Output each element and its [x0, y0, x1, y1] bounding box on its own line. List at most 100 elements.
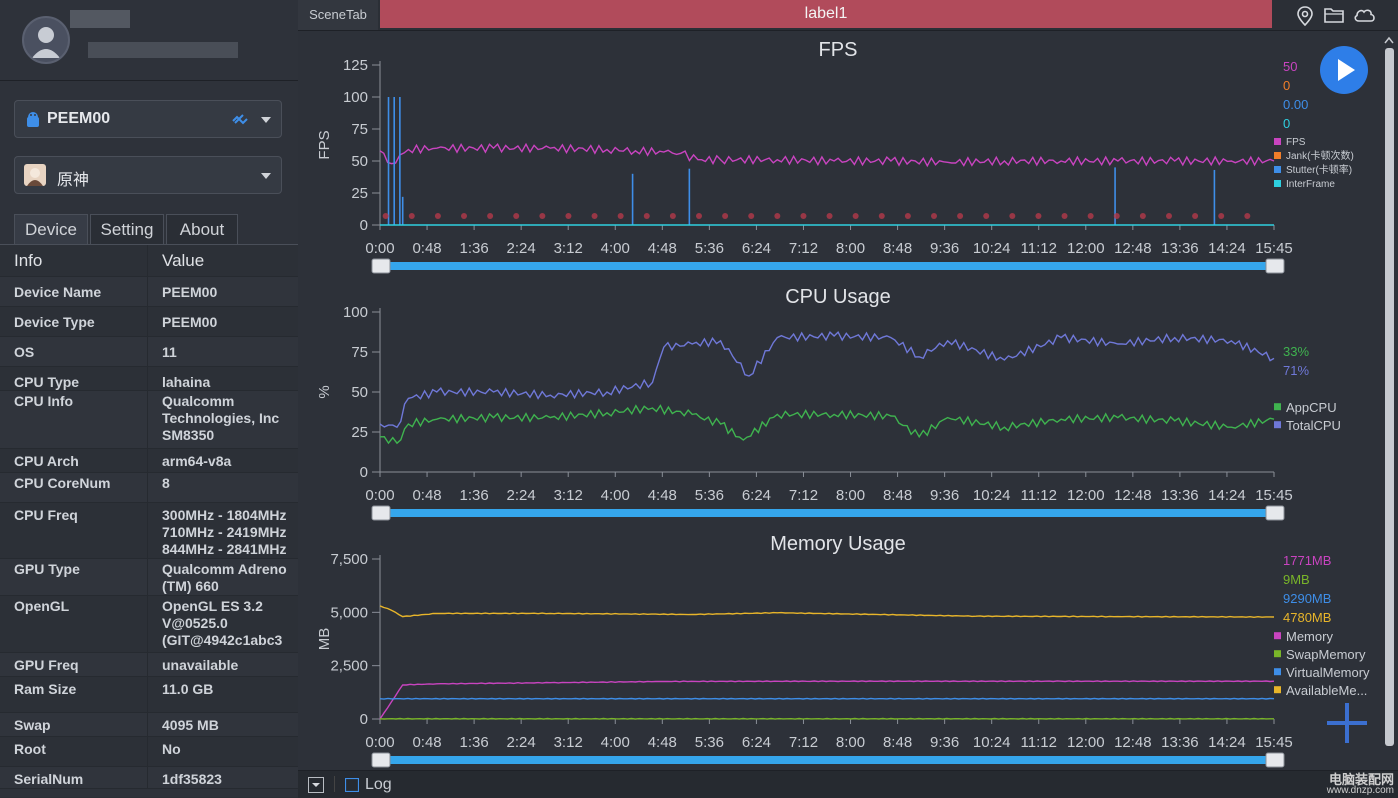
x-tick-label: 7:12	[789, 240, 818, 257]
y-tick-label: 75	[351, 344, 368, 361]
x-tick-label: 3:12	[554, 240, 583, 257]
cloud-icon[interactable]	[1353, 6, 1377, 24]
table-row: CPU Freq 300MHz - 1804MHz 710MHz - 2419MH…	[0, 502, 298, 559]
x-tick-label: 13:36	[1161, 487, 1199, 504]
table-row: Root No	[0, 736, 298, 767]
range-slider-handle[interactable]	[371, 505, 391, 521]
legend-label: VirtualMemory	[1286, 665, 1370, 680]
x-tick-label: 12:48	[1114, 734, 1152, 751]
x-tick-label: 0:48	[412, 734, 441, 751]
row-key: CPU Freq	[0, 502, 148, 559]
tab-about[interactable]: About	[166, 214, 238, 244]
x-tick-label: 0:00	[365, 734, 394, 751]
jank-marker	[382, 213, 389, 220]
jank-marker	[1139, 213, 1146, 220]
legend-label: FPS	[1286, 137, 1306, 148]
current-value: 50	[1283, 59, 1297, 74]
x-tick-label: 12:00	[1067, 240, 1105, 257]
legend-swatch	[1274, 421, 1281, 429]
tab-device[interactable]: Device	[14, 214, 88, 244]
jank-marker	[513, 213, 520, 220]
legend-swatch	[1274, 403, 1281, 411]
jank-marker	[408, 213, 415, 220]
table-row: CPU CoreNum 8	[0, 472, 298, 503]
row-key: GPU Freq	[0, 652, 148, 677]
log-checkbox[interactable]	[345, 778, 359, 792]
row-value: arm64-v8a	[147, 448, 298, 473]
scrollbar[interactable]	[1385, 48, 1394, 746]
table-row: OS 11	[0, 336, 298, 367]
row-value: 11.0 GB	[147, 676, 298, 713]
x-tick-label: 8:00	[836, 734, 865, 751]
range-slider-track	[374, 262, 1280, 270]
collapse-icon[interactable]	[308, 777, 324, 793]
avatar[interactable]	[22, 16, 70, 64]
range-slider-handle[interactable]	[1265, 505, 1285, 521]
x-tick-label: 8:00	[836, 487, 865, 504]
row-key: OpenGL	[0, 595, 148, 653]
table-row: CPU Info Qualcomm Technologies, Inc SM835…	[0, 390, 298, 449]
x-tick-label: 5:36	[695, 734, 724, 751]
y-axis-label: %	[316, 385, 333, 398]
row-key: Ram Size	[0, 676, 148, 713]
bottom-bar: Log 电脑装配网 www.dnzp.com	[298, 770, 1398, 798]
jank-marker	[852, 213, 859, 220]
folder-icon[interactable]	[1324, 6, 1344, 24]
x-tick-label: 14:24	[1208, 734, 1246, 751]
jank-marker	[669, 213, 676, 220]
series-line	[379, 404, 1275, 445]
scroll-up-icon[interactable]	[1383, 35, 1395, 45]
x-tick-label: 1:36	[460, 487, 489, 504]
y-axis-label: MB	[316, 628, 333, 651]
chevron-down-icon	[261, 117, 271, 123]
table-row: OpenGL OpenGL ES 3.2 V@0525.0 (GIT@4942c1…	[0, 595, 298, 653]
x-tick-label: 8:48	[883, 734, 912, 751]
current-value: 33%	[1283, 344, 1309, 359]
range-slider-handle[interactable]	[1265, 752, 1285, 768]
android-icon	[27, 112, 39, 127]
jank-marker	[1218, 213, 1225, 220]
scene-tab[interactable]: SceneTab	[298, 0, 378, 30]
x-tick-label: 1:36	[460, 734, 489, 751]
y-tick-label: 100	[343, 89, 368, 106]
add-icon[interactable]	[1325, 701, 1369, 745]
x-tick-label: 10:24	[973, 240, 1011, 257]
x-tick-label: 8:48	[883, 487, 912, 504]
jank-marker	[487, 213, 494, 220]
tab-setting[interactable]: Setting	[90, 214, 164, 244]
y-axis-label: FPS	[316, 130, 333, 159]
chart-title: CPU Usage	[785, 286, 891, 308]
location-pin-icon[interactable]	[1296, 6, 1314, 26]
jank-marker	[1244, 213, 1251, 220]
app-select[interactable]: 原神	[14, 156, 282, 194]
watermark-url: www.dnzp.com	[1326, 785, 1394, 796]
y-tick-label: 0	[360, 711, 368, 728]
legend-label: InterFrame	[1286, 179, 1335, 190]
row-value: PEEM00	[147, 306, 298, 337]
x-tick-label: 1:36	[460, 240, 489, 257]
range-slider-handle[interactable]	[1265, 258, 1285, 274]
range-slider-handle[interactable]	[371, 752, 391, 768]
range-slider-track	[374, 756, 1280, 764]
link-icon[interactable]	[231, 111, 249, 129]
jank-marker	[617, 213, 624, 220]
x-tick-label: 0:48	[412, 240, 441, 257]
jank-marker	[1165, 213, 1172, 220]
play-button[interactable]	[1320, 46, 1368, 94]
jank-marker	[826, 213, 833, 220]
device-select[interactable]: PEEM00	[14, 100, 282, 138]
play-icon	[1338, 59, 1355, 81]
range-slider-handle[interactable]	[371, 258, 391, 274]
x-tick-label: 13:36	[1161, 240, 1199, 257]
x-tick-label: 4:00	[601, 240, 630, 257]
y-tick-label: 25	[351, 185, 368, 202]
x-tick-label: 4:48	[648, 734, 677, 751]
current-value: 0	[1283, 78, 1290, 93]
scene-label[interactable]: label1	[380, 0, 1272, 28]
x-tick-label: 12:00	[1067, 734, 1105, 751]
x-tick-label: 4:48	[648, 240, 677, 257]
current-value: 0	[1283, 116, 1290, 131]
jank-marker	[1009, 213, 1016, 220]
row-key: Root	[0, 736, 148, 767]
series-line	[379, 717, 1274, 720]
